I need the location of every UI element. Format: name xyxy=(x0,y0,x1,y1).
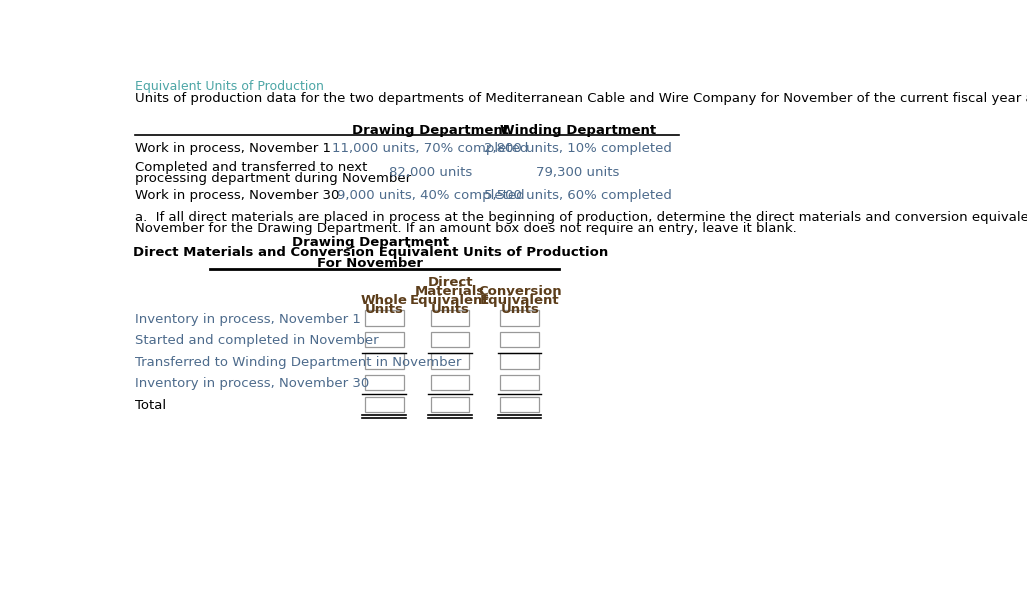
Text: a.  If all direct materials are placed in process at the beginning of production: a. If all direct materials are placed in… xyxy=(135,211,1027,224)
Text: processing department during November: processing department during November xyxy=(135,172,411,184)
Text: Direct Materials and Conversion Equivalent Units of Production: Direct Materials and Conversion Equivale… xyxy=(132,247,608,260)
Text: Units: Units xyxy=(500,303,539,316)
Text: Work in process, November 30: Work in process, November 30 xyxy=(135,189,339,202)
Text: Equivalent Units of Production: Equivalent Units of Production xyxy=(135,80,324,93)
Text: Units of production data for the two departments of Mediterranean Cable and Wire: Units of production data for the two dep… xyxy=(135,93,1027,106)
Text: Work in process, November 1: Work in process, November 1 xyxy=(135,141,331,155)
FancyBboxPatch shape xyxy=(500,332,539,347)
Text: Total: Total xyxy=(135,399,165,412)
FancyBboxPatch shape xyxy=(430,396,469,412)
Text: Inventory in process, November 1: Inventory in process, November 1 xyxy=(135,313,360,325)
Text: Direct: Direct xyxy=(427,276,472,289)
FancyBboxPatch shape xyxy=(500,375,539,390)
Text: Materials: Materials xyxy=(415,285,485,298)
Text: 5,500 units, 60% completed: 5,500 units, 60% completed xyxy=(484,189,672,202)
Text: Transferred to Winding Department in November: Transferred to Winding Department in Nov… xyxy=(135,356,461,369)
FancyBboxPatch shape xyxy=(365,396,404,412)
Text: 11,000 units, 70% completed: 11,000 units, 70% completed xyxy=(333,141,529,155)
Text: Started and completed in November: Started and completed in November xyxy=(135,334,378,347)
Text: Whole: Whole xyxy=(360,294,408,307)
FancyBboxPatch shape xyxy=(430,310,469,326)
Text: 79,300 units: 79,300 units xyxy=(536,167,619,179)
FancyBboxPatch shape xyxy=(365,353,404,369)
Text: Drawing Department: Drawing Department xyxy=(352,124,509,137)
Text: 2,800 units, 10% completed: 2,800 units, 10% completed xyxy=(484,141,672,155)
Text: 9,000 units, 40% completed: 9,000 units, 40% completed xyxy=(337,189,525,202)
Text: Units: Units xyxy=(430,303,469,316)
Text: Winding Department: Winding Department xyxy=(500,124,656,137)
Text: Inventory in process, November 30: Inventory in process, November 30 xyxy=(135,377,369,390)
FancyBboxPatch shape xyxy=(430,332,469,347)
FancyBboxPatch shape xyxy=(430,375,469,390)
Text: Completed and transferred to next: Completed and transferred to next xyxy=(135,161,367,174)
Text: Drawing Department: Drawing Department xyxy=(292,236,449,248)
FancyBboxPatch shape xyxy=(500,310,539,326)
Text: Equivalent: Equivalent xyxy=(410,294,490,307)
Text: November for the Drawing Department. If an amount box does not require an entry,: November for the Drawing Department. If … xyxy=(135,222,796,235)
Text: Conversion: Conversion xyxy=(478,285,562,298)
Text: 82,000 units: 82,000 units xyxy=(389,167,472,179)
FancyBboxPatch shape xyxy=(365,310,404,326)
Text: For November: For November xyxy=(317,257,423,270)
FancyBboxPatch shape xyxy=(500,396,539,412)
FancyBboxPatch shape xyxy=(365,332,404,347)
FancyBboxPatch shape xyxy=(430,353,469,369)
FancyBboxPatch shape xyxy=(500,353,539,369)
Text: Units: Units xyxy=(365,303,404,316)
FancyBboxPatch shape xyxy=(365,375,404,390)
Text: Equivalent: Equivalent xyxy=(480,294,560,307)
